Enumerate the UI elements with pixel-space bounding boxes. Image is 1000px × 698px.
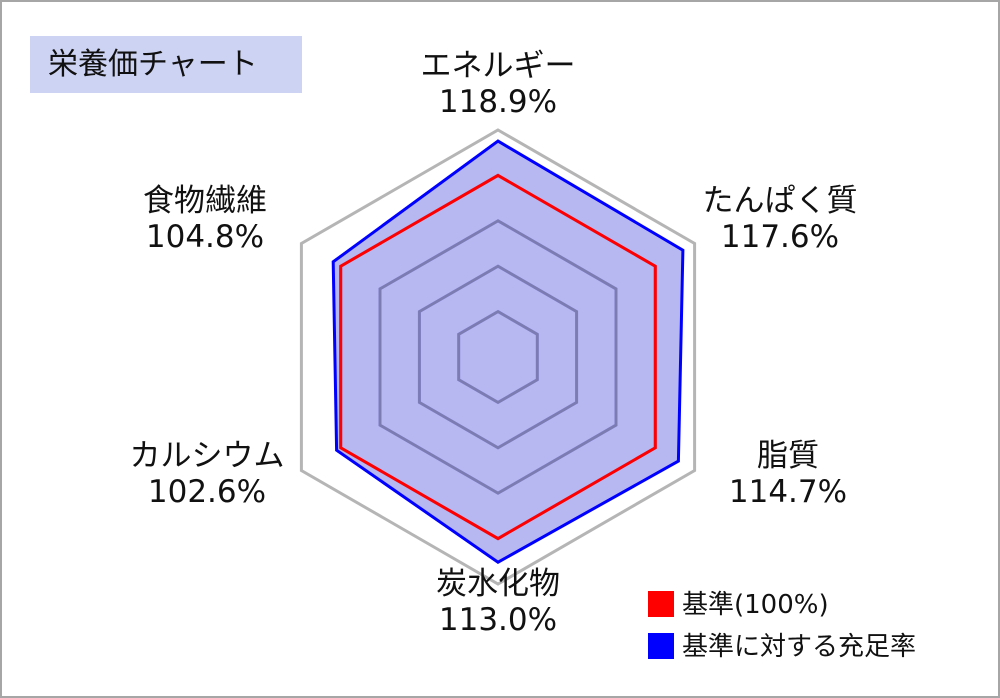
grid-ring-overlay-25 [457, 310, 539, 404]
legend-item-baseline: 基準(100%) [648, 588, 829, 622]
axis-label-fiber: 食物繊維 104.8% [85, 183, 325, 255]
series-fulfillment-polygon [331, 139, 685, 564]
legend-swatch-fulfillment [648, 633, 674, 659]
axis-label-energy: エネルギー 118.9% [378, 48, 618, 120]
axis-label-calcium: カルシウム 102.6% [87, 438, 327, 510]
axis-value-calcium: 102.6% [147, 474, 267, 510]
axis-label-protein: たんぱく質 117.6% [660, 183, 900, 255]
grid-ring-overlay-75 [378, 219, 618, 495]
legend-label-baseline: 基準(100%) [682, 590, 829, 620]
axis-value-fat: 114.7% [728, 474, 848, 510]
legend-item-fulfillment: 基準に対する充足率 [648, 630, 916, 664]
chart-title: 栄養価チャート [30, 36, 302, 93]
axis-category-carbohydrate: 炭水化物 [436, 566, 560, 602]
axis-category-fiber: 食物繊維 [143, 183, 267, 219]
grid-ring-125 [299, 128, 697, 586]
axis-value-protein: 117.6% [720, 219, 840, 255]
grid-ring-overlay-50 [418, 264, 578, 450]
axis-category-protein: たんぱく質 [702, 183, 858, 219]
axis-category-calcium: カルシウム [129, 438, 285, 474]
legend-label-fulfillment: 基準に対する充足率 [682, 632, 917, 662]
axis-category-fat: 脂質 [757, 438, 819, 474]
legend-swatch-baseline [648, 591, 674, 617]
axis-label-carbohydrate: 炭水化物 113.0% [378, 566, 618, 638]
axis-value-energy: 118.9% [438, 84, 558, 120]
axis-label-fat: 脂質 114.7% [668, 438, 908, 510]
axis-category-energy: エネルギー [420, 48, 576, 84]
series-baseline-polygon [339, 173, 657, 541]
axis-value-carbohydrate: 113.0% [438, 602, 558, 638]
axis-value-fiber: 104.8% [145, 219, 265, 255]
radar-series [331, 139, 685, 564]
